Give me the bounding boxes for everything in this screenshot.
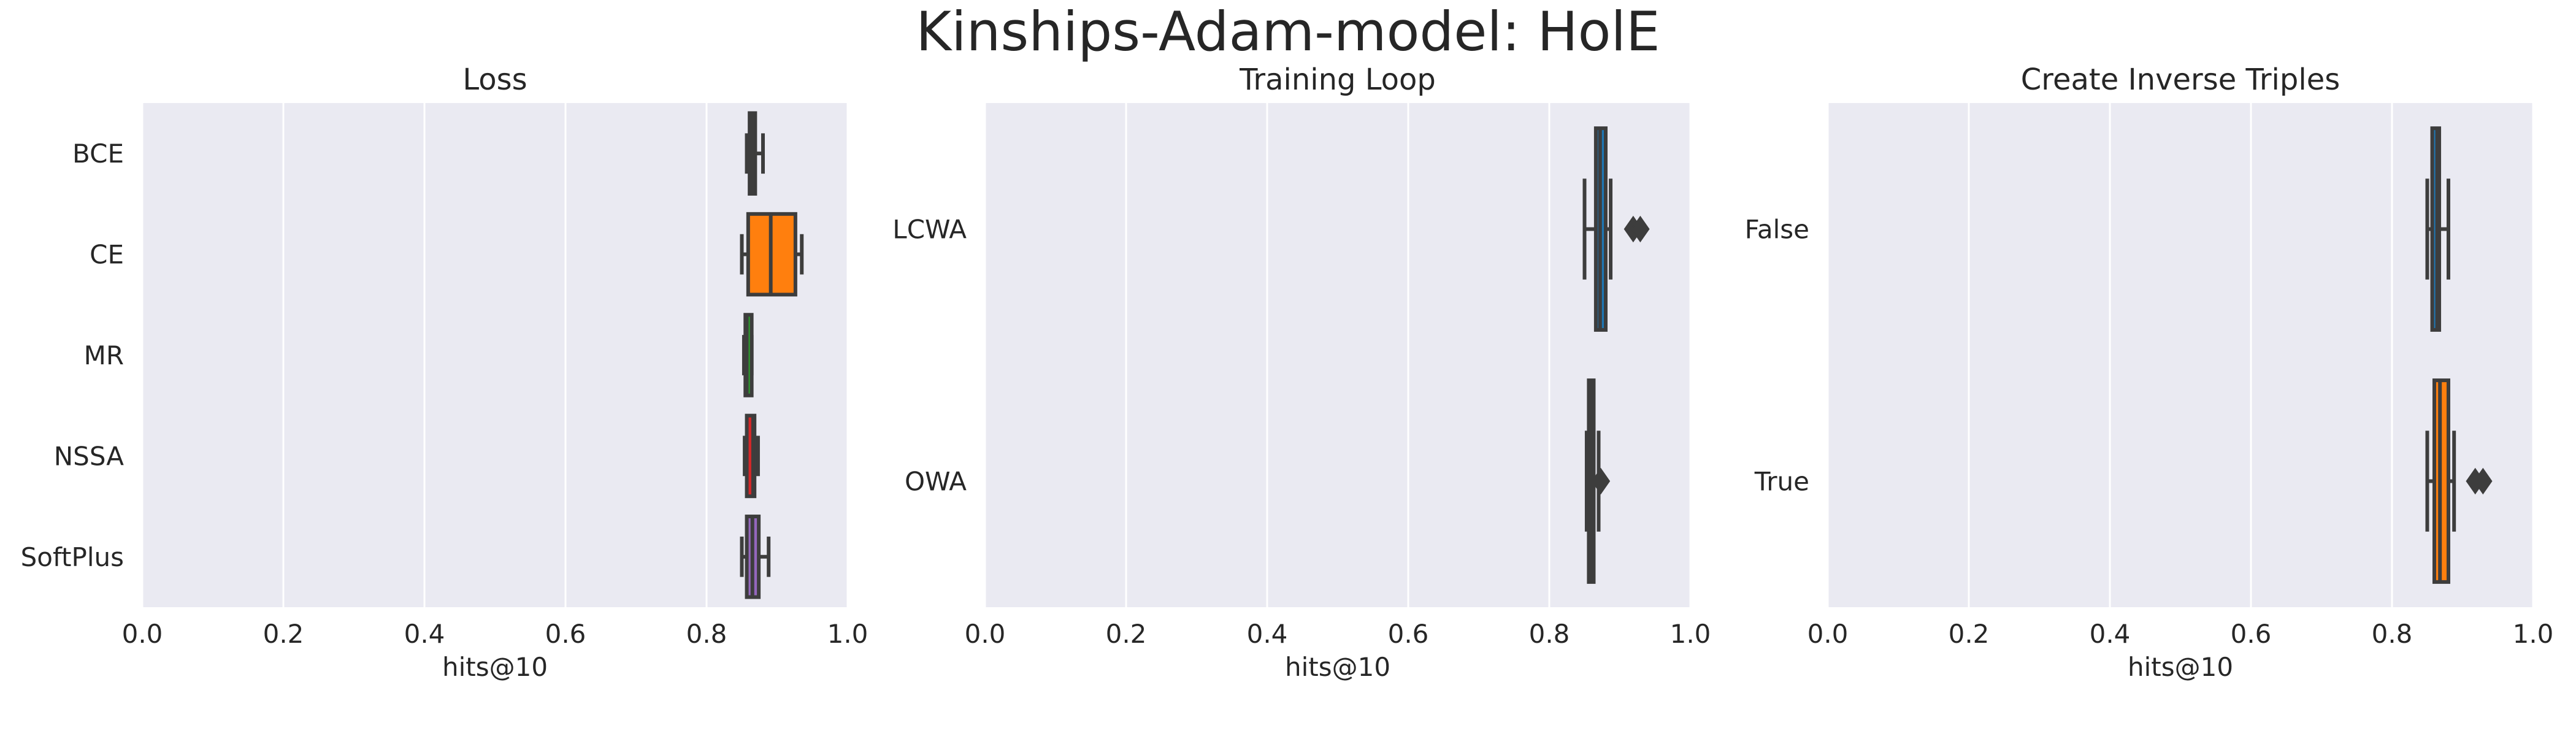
x-tick-label: 0.0 xyxy=(122,619,163,649)
x-tick-label: 0.0 xyxy=(965,619,1006,649)
x-tick-label: 0.8 xyxy=(686,619,727,649)
x-axis-label: hits@10 xyxy=(442,652,548,682)
panel-title: Training Loop xyxy=(1239,63,1436,97)
y-tick-label: True xyxy=(1754,467,1809,497)
box-owa xyxy=(1584,378,1611,584)
x-tick-label: 0.8 xyxy=(2372,619,2413,649)
y-tick-label: NSSA xyxy=(54,441,125,471)
x-tick-label: 0.4 xyxy=(2090,619,2131,649)
x-axis-label: hits@10 xyxy=(2128,652,2233,682)
x-axis-label: hits@10 xyxy=(1285,652,1390,682)
outlier-point xyxy=(2474,467,2493,495)
x-tick-label: 0.6 xyxy=(2231,619,2272,649)
x-tick-label: 0.8 xyxy=(1529,619,1570,649)
outlier-point xyxy=(1631,215,1650,243)
x-tick-label: 0.2 xyxy=(263,619,304,649)
x-tick-label: 0.0 xyxy=(1807,619,1849,649)
box-true xyxy=(2425,378,2493,584)
y-tick-label: CE xyxy=(90,240,124,270)
panel-title: Loss xyxy=(462,63,527,97)
y-tick-label: OWA xyxy=(905,467,967,497)
panel-title: Create Inverse Triples xyxy=(2021,63,2340,97)
x-tick-label: 0.6 xyxy=(545,619,586,649)
box-softplus xyxy=(740,515,771,599)
x-tick-label: 1.0 xyxy=(827,619,868,649)
box-false xyxy=(2425,126,2450,332)
y-tick-label: LCWA xyxy=(892,215,967,245)
x-tick-label: 1.0 xyxy=(1670,619,1711,649)
x-tick-label: 0.6 xyxy=(1388,619,1429,649)
plot-area xyxy=(1828,103,2533,607)
y-tick-label: BCE xyxy=(72,139,124,169)
x-tick-label: 0.4 xyxy=(404,619,445,649)
outlier-point xyxy=(1591,467,1611,495)
y-tick-label: SoftPlus xyxy=(21,542,124,572)
panel-2: 0.0 0.2 0.4 0.6 0.8 1.0 Training Loop hits@10 LC… xyxy=(892,63,1711,682)
box-bce xyxy=(745,111,765,196)
x-tick-label: 0.2 xyxy=(1106,619,1147,649)
x-tick-label: 0.2 xyxy=(1949,619,1990,649)
x-tick-label: 1.0 xyxy=(2513,619,2554,649)
box-ce xyxy=(740,212,804,297)
panel-3: 0.0 0.2 0.4 0.6 0.8 1.0 Create Inverse Triples… xyxy=(1745,63,2554,682)
y-tick-label: False xyxy=(1745,215,1809,245)
y-tick-label: MR xyxy=(84,340,124,370)
box-mr xyxy=(742,313,754,397)
plot-area xyxy=(142,103,848,607)
x-tick-label: 0.4 xyxy=(1247,619,1288,649)
box-nssa xyxy=(743,413,760,499)
box-lcwa xyxy=(1582,126,1650,332)
plot-area xyxy=(985,103,1690,607)
figure-title: Kinships-Adam-model: HolE xyxy=(916,0,1660,63)
panel-1: 0.0 0.2 0.4 0.6 0.8 1.0 Loss hits@10 BCE CE MR NSSA… xyxy=(21,63,868,682)
